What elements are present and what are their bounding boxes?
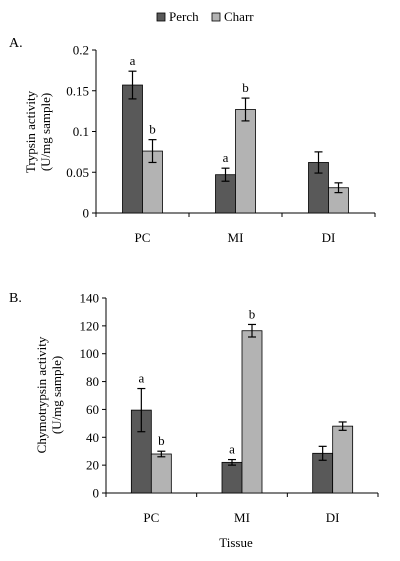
- panel-a-x-tick-label: DI: [322, 230, 336, 245]
- panel-a-ylabel-line1: Trypsin activity: [23, 90, 38, 173]
- panel-b-y-tick-label: 40: [86, 430, 99, 445]
- legend-label-perch: Perch: [169, 9, 199, 24]
- panel-a-label: A.: [9, 36, 23, 51]
- legend: Perch Charr: [156, 9, 254, 24]
- panel-b-plot: 0 20 40 60 80 100 120 140 PC a b MI a b DI: [80, 291, 379, 525]
- panel-b-significance-label: b: [249, 306, 256, 321]
- panel-a-ylabel-line2: (U/mg sample): [38, 93, 53, 171]
- panel-b-bar-charr: [332, 425, 354, 494]
- panel-a-ylabel: Trypsin activity (U/mg sample): [23, 90, 53, 173]
- panel-a-y-tick-label: 0.1: [73, 124, 89, 139]
- panel-b-x-tick-label: MI: [234, 510, 250, 525]
- panel-b-y-tick-label: 100: [80, 346, 100, 361]
- panel-a-y-tick-label: 0.05: [66, 165, 89, 180]
- panel-b-x-tick-label: PC: [143, 510, 159, 525]
- panel-b-y-tick-label: 60: [86, 402, 99, 417]
- panel-a-significance-label: a: [223, 150, 229, 165]
- panel-b-y-tick-label: 120: [80, 318, 100, 333]
- panel-b-ylabel-line1: Chymotrypsin activity: [34, 336, 49, 453]
- panel-a-bar-charr: [235, 109, 256, 214]
- panel-b-y-tick-label: 20: [86, 458, 99, 473]
- panel-a-x-tick-label: MI: [228, 230, 244, 245]
- panel-b: B. Chymotrypsin activity (U/mg sample) 0…: [9, 291, 379, 550]
- legend-swatch-perch: [156, 12, 166, 22]
- panel-b-y-tick-label: 80: [86, 374, 99, 389]
- panel-b-y-tick-label: 0: [93, 486, 100, 501]
- legend-swatch-charr: [211, 12, 221, 22]
- panel-b-label: B.: [9, 291, 22, 306]
- panel-b-significance-label: a: [138, 371, 144, 386]
- panel-b-xlabel: Tissue: [219, 535, 253, 550]
- panel-b-significance-label: b: [158, 433, 165, 448]
- panel-a: A. Trypsin activity (U/mg sample) 00.050…: [9, 36, 376, 245]
- panel-b-ylabel-line2: (U/mg sample): [49, 356, 64, 434]
- panel-a-y-tick-label: 0.15: [66, 83, 89, 98]
- panel-a-y-tick-label: 0.2: [73, 43, 89, 58]
- panel-a-y-tick-label: 0: [83, 206, 90, 221]
- panel-a-plot: 0 0.05 0.1 0.15 0.2 PC a b MI a b DI: [66, 43, 376, 245]
- panel-b-bar-charr: [150, 453, 172, 494]
- panel-a-significance-label: b: [149, 122, 156, 137]
- panel-a-significance-label: b: [242, 80, 249, 95]
- panel-a-significance-label: a: [130, 53, 136, 68]
- panel-b-ylabel: Chymotrypsin activity (U/mg sample): [34, 336, 64, 453]
- panel-a-x-tick-label: PC: [135, 230, 151, 245]
- panel-a-bar-perch: [122, 84, 143, 214]
- panel-b-bar-perch: [221, 461, 243, 494]
- panel-b-bar-charr: [241, 330, 263, 494]
- panel-b-x-tick-label: DI: [326, 510, 340, 525]
- panel-b-significance-label: a: [229, 442, 235, 457]
- legend-label-charr: Charr: [224, 9, 254, 24]
- panel-b-y-tick-label: 140: [80, 291, 100, 306]
